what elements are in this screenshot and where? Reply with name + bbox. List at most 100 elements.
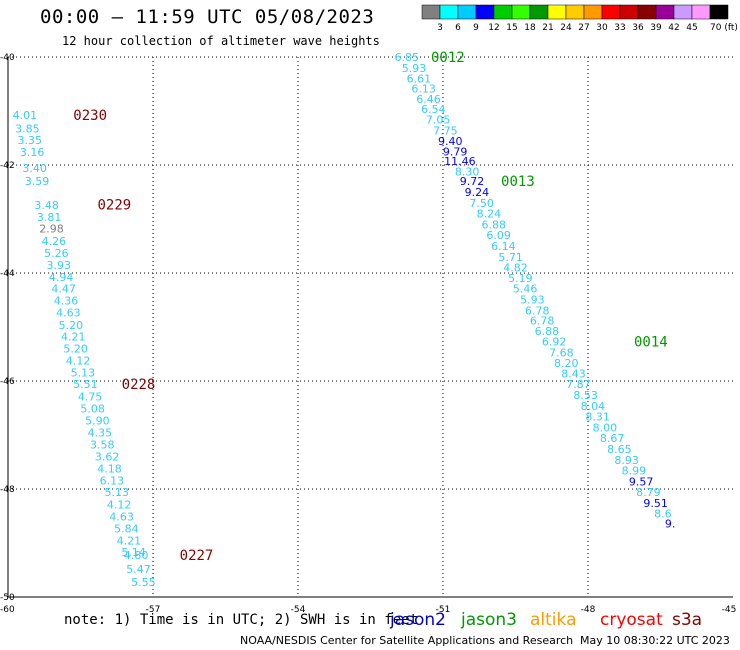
colorbar-label: 12 bbox=[488, 23, 499, 33]
swh-value: 6.46 bbox=[416, 93, 441, 106]
colorbar-label: 33 bbox=[614, 23, 625, 33]
swh-value: 8.00 bbox=[593, 421, 618, 434]
colorbar-swatch bbox=[619, 4, 639, 20]
swh-value: 4.21 bbox=[61, 331, 86, 344]
swh-value: 6.13 bbox=[411, 82, 436, 95]
footer-note: note: 1) Time is in UTC; 2) SWH is in fe… bbox=[64, 612, 419, 628]
y-tick-label: -50 bbox=[0, 593, 15, 603]
x-tick-label: -48 bbox=[581, 605, 596, 615]
colorbar-label: 27 bbox=[578, 23, 589, 33]
swh-value: 5.14 bbox=[121, 546, 146, 559]
y-tick-label: -40 bbox=[0, 53, 15, 63]
swh-value: 4.80 bbox=[124, 549, 149, 562]
chart-title: 00:00 – 11:59 UTC 05/08/2023 bbox=[40, 6, 375, 28]
colorbar-swatch bbox=[601, 4, 621, 20]
swh-value: 3.35 bbox=[18, 134, 43, 147]
colorbar-swatch bbox=[475, 4, 495, 20]
swh-value: 6.88 bbox=[482, 218, 507, 231]
swh-value: 3.62 bbox=[95, 451, 120, 464]
colorbar-label: 39 bbox=[650, 23, 662, 33]
swh-value: 5.46 bbox=[513, 283, 538, 296]
footer-timestamp: May 10 08:30:22 UTC 2023 bbox=[580, 634, 730, 647]
colorbar-label: 18 bbox=[524, 23, 536, 33]
swh-value: 5.20 bbox=[63, 343, 88, 356]
pass-time-label: 0012 bbox=[431, 50, 465, 66]
swh-value: 5.13 bbox=[105, 486, 130, 499]
swh-value: 5.19 bbox=[508, 272, 533, 285]
legend-cryosat: cryosat bbox=[600, 610, 663, 630]
swh-value: 5.90 bbox=[85, 414, 110, 427]
swh-value: 3.58 bbox=[90, 439, 115, 452]
colorbar-swatch bbox=[547, 4, 567, 20]
swh-value: 7.68 bbox=[549, 346, 574, 359]
swh-value: 3.59 bbox=[25, 175, 50, 188]
x-tick-label: -45 bbox=[722, 605, 737, 615]
swh-value: 4.35 bbox=[88, 426, 113, 439]
swh-value: 8.20 bbox=[554, 357, 579, 370]
colorbar-swatch bbox=[565, 4, 585, 20]
colorbar-label: 6 bbox=[455, 23, 461, 33]
legend-s3a: s3a bbox=[672, 610, 703, 630]
swh-value: 5.84 bbox=[114, 522, 139, 535]
swh-value: 6.85 bbox=[395, 51, 420, 64]
swh-value: 7.75 bbox=[433, 124, 458, 137]
swh-value: 4.47 bbox=[51, 283, 76, 296]
swh-value: 9.51 bbox=[643, 497, 668, 510]
swh-value: 5.93 bbox=[520, 293, 545, 306]
swh-value: 7.05 bbox=[426, 114, 451, 127]
swh-value: 4.21 bbox=[117, 534, 142, 547]
swh-value: 4.01 bbox=[13, 109, 38, 122]
swh-value: 5.47 bbox=[126, 563, 151, 576]
colorbar-swatch bbox=[709, 4, 729, 20]
colorbar-swatch bbox=[655, 4, 675, 20]
swh-value: 7.50 bbox=[469, 197, 494, 210]
swh-value: 8.79 bbox=[636, 486, 661, 499]
x-tick-label: -57 bbox=[146, 605, 161, 615]
swh-value: 8.43 bbox=[561, 367, 586, 380]
x-tick-label: -54 bbox=[291, 605, 306, 615]
swh-value: 4.94 bbox=[49, 271, 74, 284]
pass-time-label: 0230 bbox=[73, 108, 107, 124]
colorbar-label: 45 bbox=[686, 23, 697, 33]
x-tick-label: -60 bbox=[0, 605, 15, 615]
swh-value: 8.67 bbox=[600, 432, 625, 445]
swh-value: 4.18 bbox=[97, 462, 122, 475]
footer-credit: NOAA/NESDIS Center for Satellite Applica… bbox=[240, 634, 574, 647]
colorbar-label: 42 bbox=[668, 23, 679, 33]
swh-value: 6.13 bbox=[100, 474, 125, 487]
swh-value: 5.71 bbox=[498, 251, 523, 264]
colorbar-swatch bbox=[421, 4, 441, 20]
colorbar-label: 3 bbox=[437, 23, 443, 33]
swh-value: 4.26 bbox=[42, 235, 67, 248]
swh-value: 5.55 bbox=[131, 576, 156, 589]
swh-value: 4.82 bbox=[503, 262, 528, 275]
y-tick-label: -44 bbox=[0, 269, 15, 279]
swh-value: 8.99 bbox=[622, 465, 647, 478]
swh-value: 6.61 bbox=[407, 73, 432, 86]
swh-value: 9. bbox=[665, 518, 676, 531]
y-tick-label: -46 bbox=[0, 377, 15, 387]
swh-value: 8.24 bbox=[477, 208, 502, 221]
swh-value: 3.40 bbox=[22, 162, 47, 175]
colorbar-swatch bbox=[529, 4, 549, 20]
colorbar-label: 70 (ft) bbox=[710, 23, 738, 33]
swh-value: 6.09 bbox=[486, 229, 511, 242]
swh-value: 8.65 bbox=[607, 443, 632, 456]
legend-altika: altika bbox=[530, 610, 577, 630]
colorbar-label: 15 bbox=[506, 23, 517, 33]
colorbar-label: 30 bbox=[596, 23, 608, 33]
pass-time-label: 0228 bbox=[122, 377, 156, 393]
swh-value: 3.48 bbox=[34, 199, 59, 212]
swh-value: 9.24 bbox=[465, 186, 490, 199]
swh-value: 6.54 bbox=[421, 103, 446, 116]
swh-value: 3.85 bbox=[15, 122, 40, 135]
legend-jason2: jason2 bbox=[390, 610, 446, 630]
swh-value: 5.26 bbox=[44, 247, 69, 260]
swh-value: 5.13 bbox=[71, 366, 96, 379]
colorbar-swatch bbox=[673, 4, 693, 20]
swh-value: 8.93 bbox=[614, 454, 639, 467]
y-tick-label: -42 bbox=[0, 161, 15, 171]
swh-value: 2.98 bbox=[39, 223, 64, 236]
